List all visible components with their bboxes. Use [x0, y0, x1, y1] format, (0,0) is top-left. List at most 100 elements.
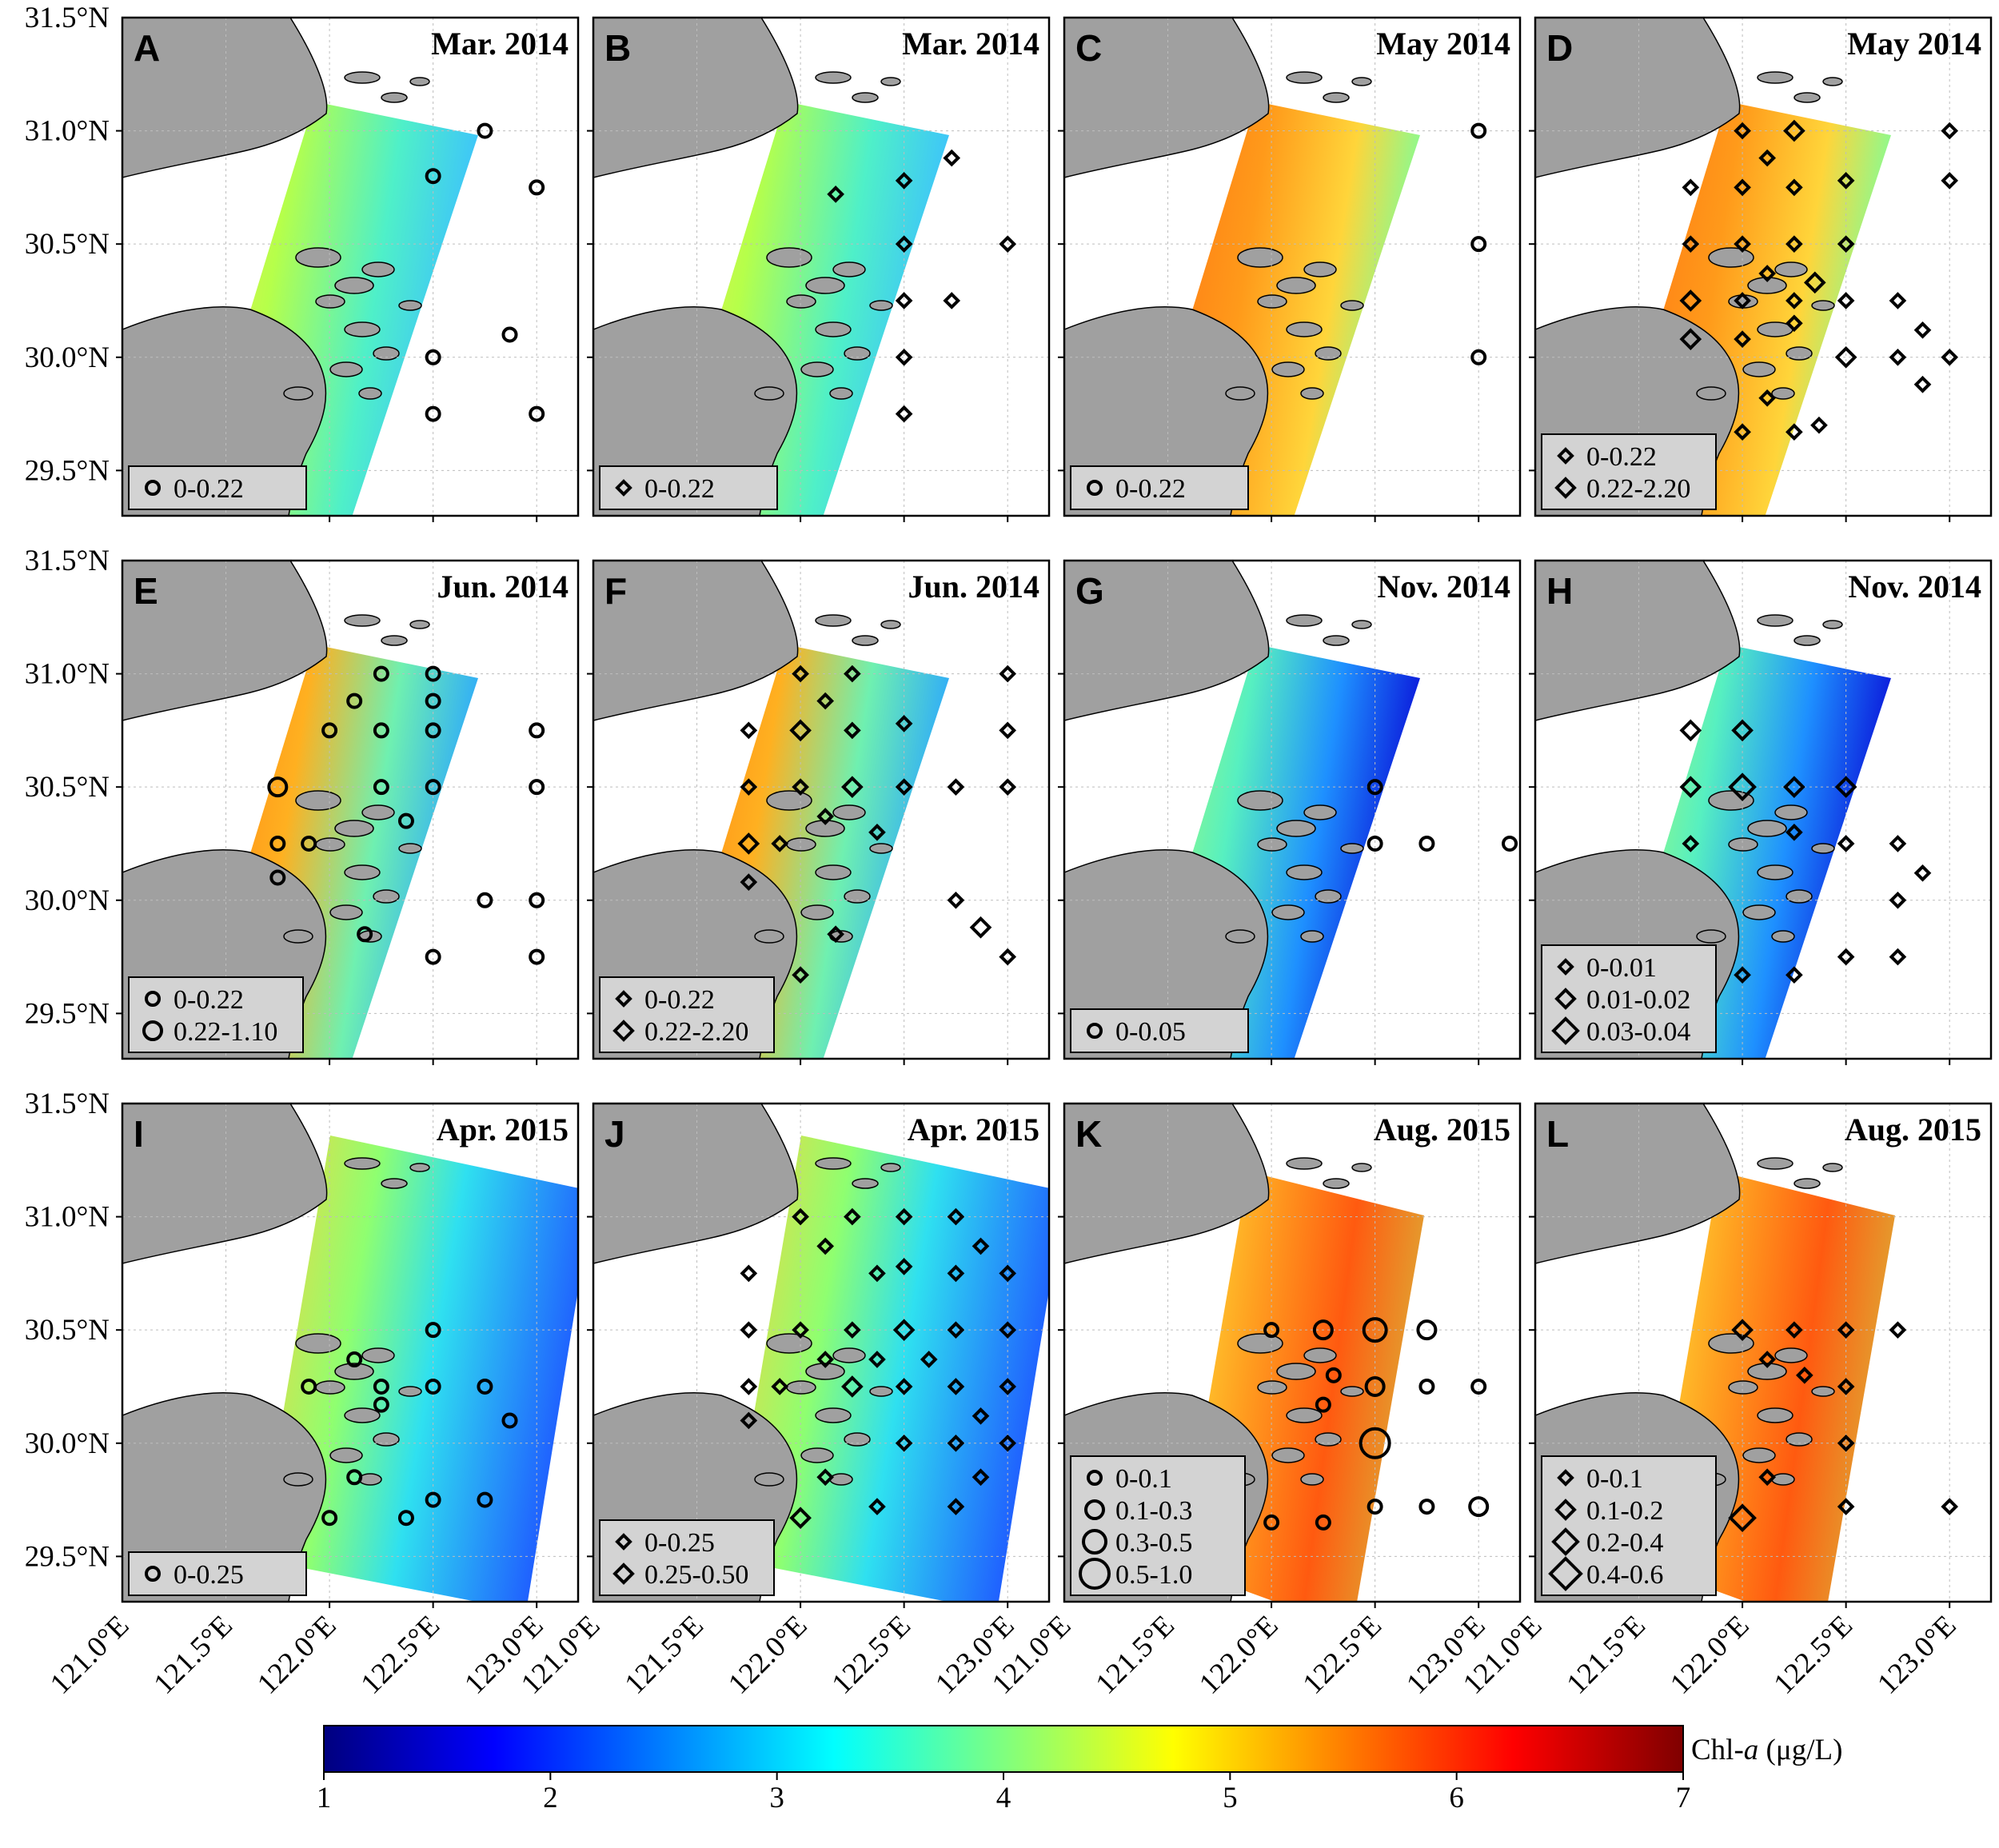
- station-diamond: [1758, 149, 1777, 167]
- island: [869, 1386, 893, 1397]
- station-circle: [346, 1351, 363, 1367]
- station-diamond: [999, 1434, 1017, 1452]
- legend-diamond-1: [612, 1563, 635, 1585]
- colorbar-tick-label: 1: [317, 1782, 332, 1814]
- island: [1323, 635, 1350, 646]
- station-diamond: [1682, 235, 1700, 253]
- island: [880, 1163, 901, 1172]
- station-circle: [1470, 236, 1487, 253]
- station-circle: [425, 722, 441, 739]
- island: [409, 620, 430, 629]
- station-diamond: [1758, 265, 1777, 282]
- island: [361, 261, 395, 277]
- island: [329, 1447, 363, 1463]
- station-diamond: [947, 1207, 965, 1226]
- station-circle: [357, 926, 373, 943]
- panel-letter: H: [1546, 570, 1573, 612]
- station-diamond: [1758, 1468, 1777, 1487]
- panel-title: Jun. 2014: [908, 569, 1040, 605]
- legend-diamond-2: [1551, 1016, 1580, 1045]
- panel-frame: [1534, 16, 1993, 517]
- colorbar-label: Chl-a (μg/L): [1691, 1734, 1842, 1766]
- legend-label-0: 0-0.1: [1115, 1464, 1172, 1494]
- island: [1757, 864, 1794, 880]
- station-diamond: [972, 1407, 990, 1425]
- panel-title: Mar. 2014: [431, 26, 569, 62]
- panel-frame: [592, 1102, 1051, 1603]
- legend-label-0: 0-0.22: [1586, 442, 1657, 472]
- station-circle: [1367, 835, 1383, 852]
- island: [1315, 1432, 1342, 1447]
- island: [1271, 904, 1305, 920]
- panel-letter: G: [1075, 570, 1104, 612]
- island: [1300, 387, 1324, 400]
- island: [1757, 614, 1794, 627]
- panel-title: Mar. 2014: [902, 26, 1039, 62]
- station-diamond: [1889, 891, 1907, 909]
- island: [1237, 1333, 1283, 1354]
- island: [344, 71, 381, 84]
- island: [381, 92, 408, 103]
- island: [1774, 261, 1808, 277]
- island: [344, 321, 381, 337]
- panel-frame: [121, 1102, 580, 1603]
- island: [832, 804, 866, 820]
- legend-circle-0: [145, 1566, 161, 1582]
- island: [1786, 889, 1813, 904]
- island: [832, 1347, 866, 1363]
- y-tick-label: 31.0°N: [25, 1201, 110, 1234]
- legend-label-1: 0.22-2.20: [1586, 474, 1690, 504]
- island: [1811, 843, 1835, 854]
- station-circle: [1367, 1499, 1383, 1515]
- station-circle: [477, 1378, 493, 1395]
- station-diamond: [895, 235, 913, 253]
- station-circle: [529, 179, 545, 196]
- y-tick-label: 30.0°N: [25, 1427, 110, 1460]
- station-diamond: [1758, 389, 1777, 407]
- station-diamond: [868, 823, 886, 841]
- station-circle: [373, 1378, 389, 1395]
- station-diamond: [792, 1321, 809, 1339]
- island: [1276, 277, 1316, 294]
- island: [815, 864, 852, 880]
- island: [315, 837, 345, 852]
- island: [1742, 1447, 1776, 1463]
- panel-letter: B: [604, 27, 631, 69]
- island: [829, 387, 853, 400]
- legend-label-0: 0-0.1: [1586, 1464, 1643, 1494]
- land-north: [1535, 1104, 1741, 1264]
- colorbar-gradient: [323, 1725, 1684, 1773]
- station-diamond: [1728, 1503, 1757, 1533]
- legend-diamond-0: [1557, 958, 1574, 976]
- station-diamond: [1734, 122, 1751, 140]
- station-diamond: [1731, 719, 1754, 742]
- island: [344, 614, 381, 627]
- island: [315, 294, 345, 309]
- colorbar-tick-label: 3: [769, 1782, 784, 1814]
- panel-letter: D: [1546, 27, 1573, 69]
- island: [1225, 929, 1255, 944]
- island: [1276, 1363, 1316, 1380]
- island: [1774, 1347, 1808, 1363]
- panel-letter: K: [1075, 1113, 1102, 1155]
- island: [329, 361, 363, 377]
- station-diamond: [895, 1258, 913, 1275]
- legend-label-0: 0-0.22: [644, 985, 715, 1015]
- island: [1276, 820, 1316, 837]
- island: [1300, 930, 1324, 943]
- station-diamond: [999, 665, 1017, 683]
- station-diamond: [1941, 172, 1959, 190]
- station-diamond: [844, 665, 861, 683]
- legend-diamond-0: [615, 1533, 632, 1551]
- island: [1728, 837, 1758, 852]
- y-tick-label: 31.5°N: [25, 545, 110, 577]
- panel-frame: [1534, 559, 1993, 1060]
- island: [1794, 92, 1821, 103]
- panel-frame: [121, 16, 580, 517]
- station-diamond: [969, 916, 992, 939]
- land-north: [1535, 18, 1741, 178]
- station-circle: [397, 812, 414, 829]
- x-tick-label: 122.5°E: [1768, 1609, 1859, 1700]
- station-diamond: [1810, 416, 1828, 434]
- colorbar-label-var: a: [1744, 1734, 1759, 1766]
